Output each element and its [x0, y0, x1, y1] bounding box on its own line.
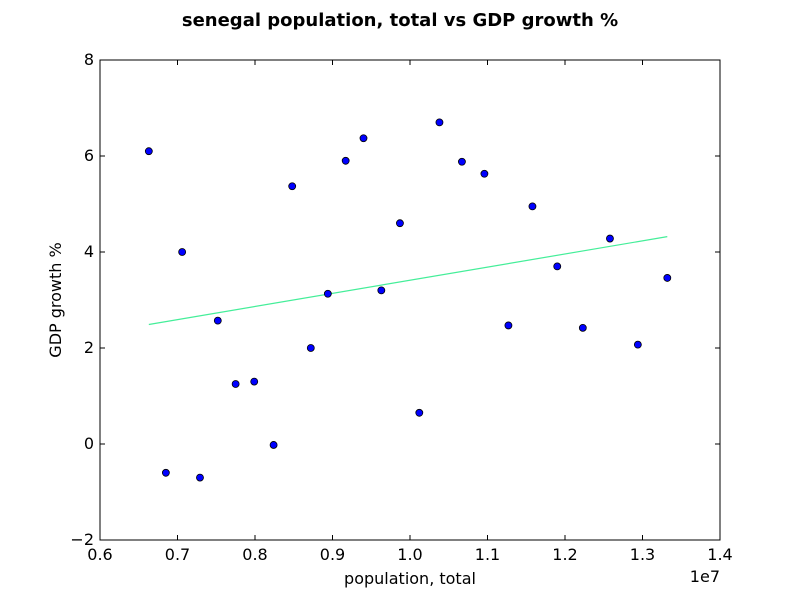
data-point	[323, 289, 332, 298]
data-point	[196, 473, 204, 482]
y-tick-label: 6	[84, 146, 94, 165]
x-tick-label: 1.4	[707, 545, 732, 564]
data-point	[528, 202, 537, 211]
data-point	[178, 248, 187, 256]
plot-marks	[144, 118, 672, 482]
y-tick-label: 2	[84, 338, 94, 357]
data-point	[578, 323, 587, 332]
y-tick-label: −2	[70, 530, 94, 549]
y-tick-label: 4	[84, 242, 94, 261]
axis-ticks: 0.6 0.7 0.8 0.9 1.0 1.1 1.2 1.3 1.4 −2 0 2 4 6 8	[70, 50, 732, 564]
x-tick-label: 0.8	[242, 545, 267, 564]
x-axis-label: population, total	[344, 569, 476, 588]
data-point	[231, 380, 240, 388]
plot-frame	[99, 59, 721, 541]
data-point	[359, 134, 368, 143]
x-tick-label: 1.2	[552, 545, 577, 564]
x-tick-label: 1.3	[630, 545, 655, 564]
data-point	[415, 408, 424, 417]
data-point	[377, 286, 386, 295]
data-point	[663, 274, 672, 282]
data-point	[213, 316, 222, 325]
chart-title: senegal population, total vs GDP growth …	[182, 10, 618, 31]
y-tick-label: 0	[84, 434, 94, 453]
data-point	[288, 182, 297, 191]
data-point	[553, 262, 562, 271]
y-axis-label: GDP growth %	[46, 242, 65, 357]
data-point	[161, 468, 170, 477]
trend-line	[148, 236, 668, 326]
data-point	[480, 169, 489, 178]
data-point	[606, 234, 614, 243]
data-point	[341, 156, 350, 165]
data-point	[269, 441, 278, 449]
x-tick-label: 0.7	[165, 545, 190, 564]
data-point	[504, 321, 513, 330]
x-tick-label: 1.1	[475, 545, 500, 564]
data-point	[250, 377, 259, 386]
data-point	[633, 340, 642, 349]
data-point	[435, 118, 444, 127]
x-tick-label: 0.9	[320, 545, 345, 564]
y-tick-label: 8	[84, 50, 94, 69]
data-point	[144, 147, 153, 156]
x-tick-label: 1.0	[397, 545, 422, 564]
data-point	[396, 219, 404, 228]
x-tick-label: 0.6	[87, 545, 112, 564]
x-scale-label: 1e7	[690, 567, 720, 586]
data-point	[306, 344, 315, 352]
data-point	[458, 157, 466, 166]
